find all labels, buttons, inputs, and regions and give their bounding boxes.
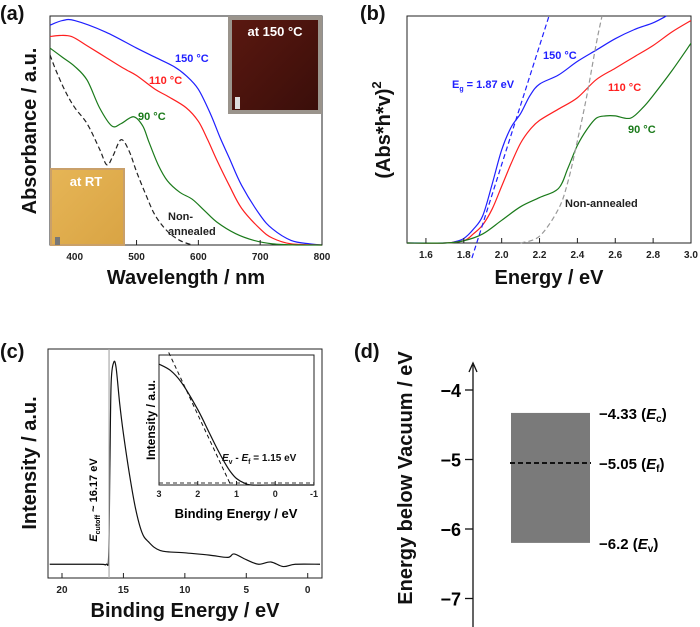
series-line-150-c: [49, 18, 323, 246]
inset-x-tick-label: 2: [195, 489, 200, 499]
panel-a-absorbance-chart: 400 500 600 700 800 at 150 °C at RT 150 °C 1…: [19, 15, 331, 289]
label-non-annealed: Non-annealed: [565, 198, 638, 210]
x-axis-label: Energy / eV: [495, 267, 605, 289]
series-line-non-annealed: [520, 15, 603, 244]
x-tick-label: 800: [314, 252, 331, 263]
label-110c: 110 °C: [149, 75, 182, 87]
x-tick-label: 3.0: [684, 250, 698, 261]
series-line-110-c: [49, 34, 323, 246]
x-tick-label: 400: [66, 252, 83, 263]
panel-label-c: (c): [0, 341, 24, 363]
inset-y-axis-label: Intensity / a.u.: [144, 380, 158, 460]
inset-x-tick-label: 0: [273, 489, 278, 499]
x-tick-label: 1.6: [419, 250, 433, 261]
x-tick-label: 2.2: [533, 250, 547, 261]
cutoff-label: Ecutoff ~ 16.17 eV: [88, 458, 102, 542]
label-non-annealed-2: annealed: [168, 226, 216, 238]
axis-arrow-icon: [468, 361, 478, 373]
x-tick-label: 2.8: [646, 250, 660, 261]
x-axis-label: Binding Energy / eV: [91, 600, 281, 622]
x-tick-label: 5: [244, 585, 250, 596]
y-axis-label: Intensity / a.u.: [19, 396, 41, 529]
inset-x-tick-label: -1: [310, 489, 318, 499]
level-label-f: −5.05 (Ef): [599, 456, 664, 475]
inset-x-axis-label: Binding Energy / eV: [175, 506, 298, 521]
inset-tangent-line: [168, 352, 232, 486]
level-label-v: −6.2 (Ev): [599, 536, 658, 555]
photo-label-150c: at 150 °C: [247, 24, 303, 39]
plot-frame: [49, 15, 323, 246]
plot-frame: [406, 15, 692, 244]
x-tick-label: 2.4: [570, 250, 584, 261]
panel-label-a: (a): [0, 3, 24, 25]
label-90c: 90 °C: [628, 124, 656, 136]
label-150c: 150 °C: [175, 53, 209, 65]
inset-x-tick-label: 3: [156, 489, 161, 499]
x-tick-label: 700: [252, 252, 269, 263]
y-axis-label: Energy below Vacuum / eV: [395, 351, 417, 605]
panel-d-energy-diagram: −4 −5 −6 −7 −4.33 (Ec) −5.05 (Ef) −6.2 (Ev) En…: [395, 351, 667, 627]
series-line-eg-1-87-ev-fit: [470, 15, 550, 260]
y-tick-label: −5: [440, 451, 461, 471]
series-line-110-c: [406, 20, 691, 244]
series-line-non-annealed: [49, 54, 193, 246]
x-tick-label: 500: [128, 252, 145, 263]
panel-label-b: (b): [360, 3, 386, 25]
panel-b-tauc-chart: 1.6 1.8 2.0 2.2 2.4 2.6 2.8 3.0 150 °C 110 °C 9…: [369, 15, 698, 289]
label-90c: 90 °C: [138, 111, 166, 123]
panel-c-ups-chart: 20 15 10 5 0 3 2 1 0 -1 Ev - Ef = 1.15 eV Bindin…: [19, 348, 323, 622]
y-tick-label: −7: [440, 590, 461, 610]
x-tick-label: 10: [179, 585, 191, 596]
x-tick-label: 2.0: [495, 250, 509, 261]
inset-frame: [158, 354, 315, 486]
inset-photo-150c: at 150 °C: [228, 16, 322, 114]
x-tick-label: 15: [118, 585, 130, 596]
x-tick-label: 0: [305, 585, 311, 596]
label-110c: 110 °C: [608, 82, 641, 94]
inset-photo-rt: at RT: [50, 168, 125, 246]
x-axis-label: Wavelength / nm: [107, 267, 265, 289]
x-tick-label: 20: [56, 585, 68, 596]
y-axis-label: (Abs*h*v)2: [369, 81, 395, 178]
y-tick-label: −4: [440, 381, 461, 401]
x-tick-label: 600: [190, 252, 207, 263]
ev-ef-label: Ev - Ef = 1.15 eV: [222, 453, 297, 466]
photo-label-rt: at RT: [70, 174, 103, 189]
inset-spectrum-line: [158, 363, 314, 486]
y-tick-label: −6: [440, 520, 461, 540]
label-non-annealed-1: Non-: [168, 211, 193, 223]
band-gap-box: [511, 412, 590, 543]
y-axis-label: Absorbance / a.u.: [19, 48, 41, 215]
inset-x-tick-label: 1: [234, 489, 239, 499]
level-label-c: −4.33 (Ec): [599, 406, 667, 425]
panel-label-d: (d): [354, 341, 380, 363]
label-150c: 150 °C: [543, 50, 577, 62]
series-line-ups: [49, 360, 321, 568]
series-line-90-c: [406, 42, 691, 244]
series-line-90-c: [49, 47, 323, 246]
x-tick-label: 2.6: [608, 250, 622, 261]
x-tick-label: 1.8: [457, 250, 471, 261]
eg-label: Eg = 1.87 eV: [452, 79, 515, 93]
